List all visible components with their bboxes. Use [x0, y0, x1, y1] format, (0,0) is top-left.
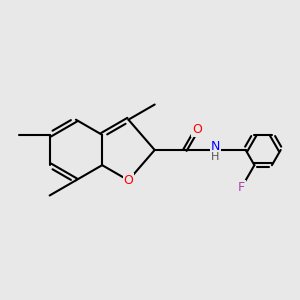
Text: F: F: [238, 181, 245, 194]
Text: O: O: [192, 123, 202, 136]
Text: O: O: [124, 174, 134, 187]
Text: N: N: [211, 140, 220, 154]
Text: H: H: [211, 152, 220, 162]
